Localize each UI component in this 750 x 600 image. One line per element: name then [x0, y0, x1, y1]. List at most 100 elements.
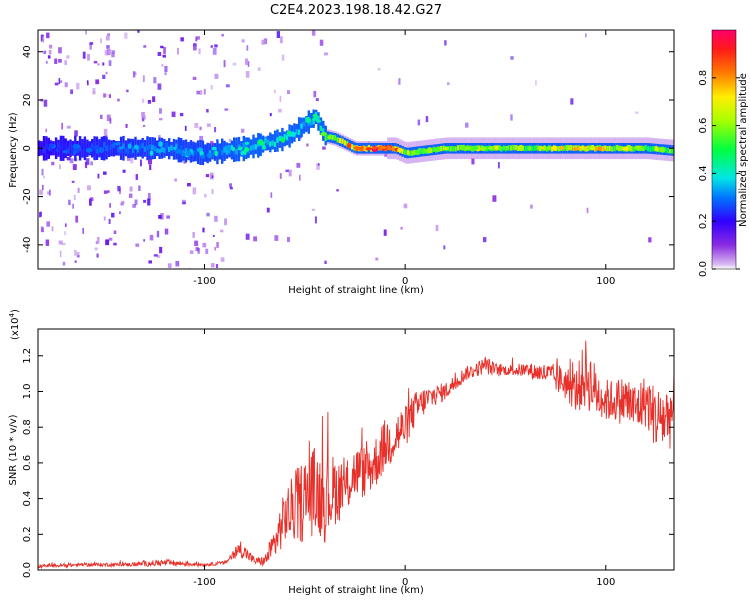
snr-multiplier-base: (x10: [10, 317, 21, 340]
heatmap-speckle: [157, 52, 162, 56]
heatmap-speckle: [60, 80, 63, 83]
heatmap-core: [283, 134, 286, 140]
colorbar-tick-label: 0.0: [698, 261, 709, 277]
y-tick-label: 0: [22, 145, 33, 151]
heatmap-speckle: [210, 45, 213, 48]
heatmap-peak: [175, 149, 183, 154]
heatmap-speckle: [41, 168, 44, 176]
heatmap-speckle: [129, 186, 133, 192]
heatmap-peak: [346, 142, 352, 149]
heatmap-speckle: [400, 227, 403, 230]
heatmap-speckle: [125, 124, 128, 128]
heatmap-peak: [98, 147, 105, 153]
heatmap-speckle: [89, 198, 92, 206]
heatmap-speckle: [149, 234, 154, 241]
heatmap-speckle: [105, 35, 110, 41]
heatmap-speckle: [225, 84, 230, 88]
heatmap-speckle: [214, 127, 217, 133]
heatmap-speckle: [75, 215, 79, 223]
heatmap-core: [401, 148, 404, 154]
y-tick-label: -40: [22, 237, 33, 253]
heatmap-speckle: [121, 200, 125, 204]
heatmap-speckle: [322, 146, 326, 150]
y-tick-label: 1.0: [22, 384, 33, 400]
heatmap-speckle: [58, 47, 62, 54]
spectrogram-frame: [37, 29, 675, 270]
heatmap-core: [78, 146, 82, 152]
heatmap-speckle: [103, 128, 108, 136]
heatmap-peak: [180, 153, 187, 157]
heatmap-speckle: [316, 163, 320, 170]
heatmap-speckle: [92, 88, 96, 92]
heatmap-speckle: [221, 33, 224, 37]
heatmap-band: [273, 130, 277, 152]
heatmap-core: [558, 146, 561, 152]
heatmap-core: [64, 143, 67, 150]
heatmap-core: [170, 145, 173, 151]
heatmap-peak: [133, 144, 139, 150]
heatmap-peak: [316, 119, 322, 123]
heatmap-speckle: [45, 239, 50, 246]
heatmap-peak: [243, 149, 247, 156]
heatmap-peak: [472, 145, 479, 151]
heatmap-speckle: [73, 195, 76, 201]
heatmap-core: [91, 143, 94, 149]
heatmap-speckle: [206, 212, 210, 217]
heatmap-speckle: [220, 229, 224, 233]
heatmap-speckle: [189, 250, 194, 254]
heatmap-peak: [360, 145, 364, 152]
heatmap-peak: [397, 147, 403, 153]
colorbar-tick-label: 0.2: [698, 213, 709, 229]
snr-multiplier-close: ): [10, 309, 21, 313]
heatmap-speckle: [97, 173, 100, 179]
heatmap-core: [341, 138, 344, 144]
heatmap-speckle: [153, 254, 158, 257]
heatmap-speckle: [149, 164, 152, 170]
heatmap-core: [331, 135, 334, 141]
heatmap-peak: [572, 147, 579, 151]
heatmap-speckle: [171, 111, 176, 118]
heatmap-peak: [421, 149, 425, 155]
heatmap-speckle: [142, 75, 145, 82]
heatmap-core: [254, 144, 257, 150]
heatmap-core: [175, 143, 178, 149]
heatmap-speckle: [182, 201, 186, 204]
heatmap-peak: [634, 146, 640, 150]
heatmap-core: [310, 120, 313, 126]
heatmap-core: [105, 145, 108, 151]
heatmap-core: [228, 148, 231, 154]
heatmap-speckle: [132, 71, 136, 78]
heatmap-speckle: [287, 237, 290, 242]
heatmap-core: [408, 150, 411, 156]
heatmap-speckle: [253, 236, 258, 242]
heatmap-speckle: [76, 82, 80, 90]
heatmap-core: [57, 142, 60, 148]
heatmap-band: [247, 137, 250, 158]
heatmap-core: [452, 146, 455, 152]
snr-xlabel: Height of straight line (km): [288, 585, 424, 596]
heatmap-speckle: [43, 175, 45, 179]
heatmap-core: [509, 145, 513, 151]
heatmap-peak: [313, 114, 320, 119]
heatmap-core: [225, 149, 228, 155]
figure-title: C2E4.2023.198.18.42.G27: [270, 3, 442, 18]
heatmap-core: [391, 146, 395, 152]
heatmap-speckle: [46, 32, 50, 39]
heatmap-core: [69, 144, 72, 150]
heatmap-speckle: [152, 96, 156, 102]
heatmap-speckle: [140, 159, 142, 167]
heatmap-speckle: [143, 124, 146, 127]
heatmap-peak: [160, 147, 165, 152]
heatmap-speckle: [96, 253, 99, 258]
heatmap-core: [300, 123, 303, 129]
heatmap-peak: [231, 146, 235, 152]
heatmap-speckle: [315, 98, 319, 101]
heatmap-peak: [280, 138, 286, 143]
heatmap-peak: [559, 145, 565, 150]
heatmap-core: [570, 145, 573, 151]
y-tick-label: 0.8: [22, 419, 33, 435]
heatmap-speckle: [74, 130, 78, 137]
heatmap-speckle: [49, 189, 51, 196]
snr-frame: [37, 328, 675, 571]
heatmap-speckle: [403, 203, 408, 209]
